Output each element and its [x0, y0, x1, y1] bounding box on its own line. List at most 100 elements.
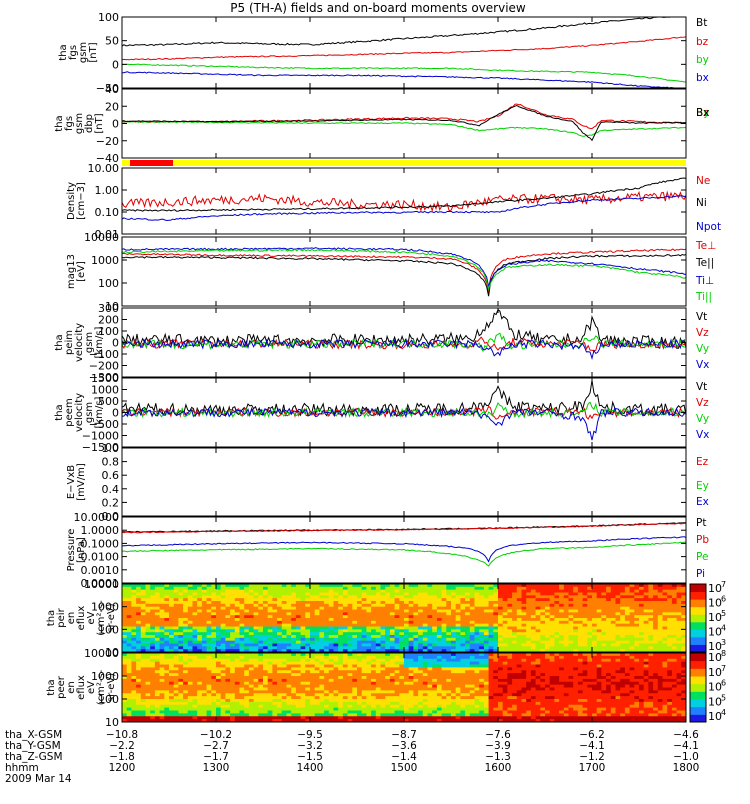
- spectrogram-cell: [395, 713, 400, 716]
- spectrogram-cell: [540, 590, 545, 593]
- spectrogram-cell: [225, 679, 230, 682]
- spectrogram-cell: [183, 627, 188, 630]
- spectrogram-cell: [404, 676, 409, 679]
- spectrogram-cell: [428, 641, 433, 644]
- spectrogram-cell: [442, 705, 447, 708]
- spectrogram-cell: [366, 638, 371, 641]
- spectrogram-cell: [178, 667, 183, 670]
- spectrogram-cell: [319, 601, 324, 604]
- spectrogram-cell: [240, 604, 245, 607]
- spectrogram-cell: [630, 610, 635, 613]
- spectrogram-cell: [338, 656, 343, 659]
- spectrogram-cell: [136, 587, 141, 590]
- spectrogram-cell: [160, 711, 165, 714]
- spectrogram-cell: [272, 702, 277, 705]
- spectrogram-cell: [240, 659, 245, 662]
- spectrogram-cell: [221, 646, 226, 649]
- spectrogram-cell: [395, 627, 400, 630]
- spectrogram-cell: [399, 711, 404, 714]
- spectrogram-cell: [644, 621, 649, 624]
- spectrogram-cell: [390, 612, 395, 615]
- spectrogram-cell: [371, 685, 376, 688]
- spectrogram-cell: [460, 607, 465, 610]
- spectrogram-cell: [423, 595, 428, 598]
- spectrogram-cell: [282, 676, 287, 679]
- spectrogram-cell: [531, 638, 536, 641]
- spectrogram-cell: [301, 627, 306, 630]
- spectrogram-cell: [362, 644, 367, 647]
- spectrogram-cell: [305, 662, 310, 665]
- spectrogram-cell: [216, 629, 221, 632]
- spectrogram-cell: [390, 624, 395, 627]
- spectrogram-cell: [174, 665, 179, 668]
- spectrogram-cell: [329, 659, 334, 662]
- spectrogram-cell: [587, 624, 592, 627]
- spectrogram-cell: [315, 716, 320, 719]
- spectrogram-cell: [620, 587, 625, 590]
- spectrogram-cell: [131, 713, 136, 716]
- spectrogram-cell: [319, 676, 324, 679]
- spectrogram-cell: [343, 629, 348, 632]
- y-tick-label: 10000: [84, 578, 119, 591]
- spectrogram-cell: [178, 607, 183, 610]
- spectrogram-cell: [141, 667, 146, 670]
- spectrogram-cell: [263, 646, 268, 649]
- spectrogram-cell: [376, 688, 381, 691]
- spectrogram-cell: [235, 716, 240, 719]
- spectrogram-cell: [315, 690, 320, 693]
- spectrogram-cell: [362, 693, 367, 696]
- spectrogram-cell: [418, 615, 423, 618]
- spectrogram-cell: [432, 716, 437, 719]
- spectrogram-cell: [409, 632, 414, 635]
- spectrogram-cell: [150, 587, 155, 590]
- spectrogram-cell: [211, 659, 216, 662]
- spectrogram-cell: [357, 612, 362, 615]
- spectrogram-cell: [667, 615, 672, 618]
- spectrogram-cell: [620, 638, 625, 641]
- spectrogram-cell: [169, 716, 174, 719]
- spectrogram-cell: [465, 629, 470, 632]
- spectrogram-cell: [371, 656, 376, 659]
- spectrogram-cell: [282, 688, 287, 691]
- spectrogram-cell: [136, 702, 141, 705]
- spectrogram-cell: [569, 601, 574, 604]
- spectrogram-cell: [366, 629, 371, 632]
- spectrogram-cell: [489, 618, 494, 621]
- spectrogram-cell: [155, 624, 160, 627]
- spectrogram-cell: [507, 646, 512, 649]
- spectrogram-cell: [249, 621, 254, 624]
- spectrogram-cell: [648, 615, 653, 618]
- spectrogram-cell: [352, 656, 357, 659]
- spectrogram-cell: [554, 621, 559, 624]
- spectrogram-cell: [404, 667, 409, 670]
- spectrogram-cell: [413, 716, 418, 719]
- spectrogram-cell: [357, 621, 362, 624]
- spectrogram-cell: [122, 713, 127, 716]
- spectrogram-cell: [272, 604, 277, 607]
- spectrogram-cell: [136, 659, 141, 662]
- spectrogram-cell: [395, 702, 400, 705]
- spectrogram-cell: [136, 676, 141, 679]
- spectrogram-cell: [352, 601, 357, 604]
- spectrogram-cell: [484, 612, 489, 615]
- spectrogram-cell: [324, 590, 329, 593]
- spectrogram-cell: [592, 635, 597, 638]
- spectrogram-cell: [540, 587, 545, 590]
- spectrogram-cell: [319, 644, 324, 647]
- spectrogram-cell: [169, 665, 174, 668]
- spectrogram-cell: [319, 679, 324, 682]
- spectrogram-cell: [343, 702, 348, 705]
- spectrogram-cell: [587, 595, 592, 598]
- spectrogram-cell: [202, 716, 207, 719]
- spectrogram-cell: [404, 665, 409, 668]
- spectrogram-cell: [663, 615, 668, 618]
- spectrogram-cell: [287, 688, 292, 691]
- spectrogram-cell: [428, 696, 433, 699]
- spectrogram-cell: [507, 624, 512, 627]
- spectrogram-cell: [282, 665, 287, 668]
- spectrogram-cell: [409, 670, 414, 673]
- spectrogram-cell: [150, 656, 155, 659]
- spectrogram-cell: [272, 690, 277, 693]
- spectrogram-cell: [305, 598, 310, 601]
